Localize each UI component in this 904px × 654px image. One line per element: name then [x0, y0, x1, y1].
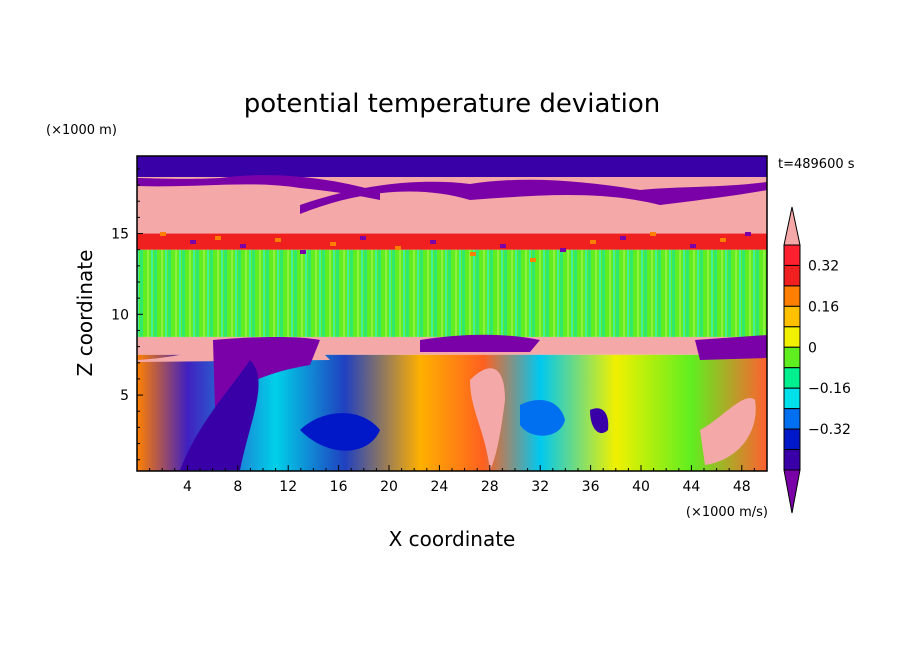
- x-tick-label: 16: [330, 479, 348, 495]
- purple-plume-1: [213, 337, 320, 410]
- vortex-2: [300, 413, 380, 451]
- tropopause-speckle: [620, 236, 626, 240]
- colorbar-box: [783, 244, 801, 266]
- chart-title: potential temperature deviation: [244, 89, 660, 119]
- warm-plume-1: [470, 368, 505, 470]
- contour-band-3: [137, 233, 767, 250]
- cool-cell-1: [520, 400, 565, 436]
- tropopause-speckle: [395, 246, 401, 250]
- x-tick-label: 32: [531, 479, 549, 495]
- cool-cell-2: [590, 408, 609, 434]
- tropopause-speckle: [330, 242, 336, 246]
- x-tick-label: 44: [682, 479, 700, 495]
- x-axis-label: X coordinate: [389, 527, 516, 551]
- colorbar-box: [783, 408, 801, 430]
- x-tick-label: 28: [481, 479, 499, 495]
- vortex-1: [180, 360, 259, 470]
- tropopause-speckle: [160, 232, 166, 236]
- colorbar-box: [783, 367, 801, 389]
- colorbar-box: [783, 428, 801, 451]
- colorbar-box: [783, 346, 801, 369]
- plot-area: [137, 156, 767, 471]
- tropopause-speckle: [470, 252, 476, 256]
- y-tick-label: 15: [111, 227, 129, 243]
- time-label: t=489600 s: [778, 157, 855, 172]
- upper-left-purple-region: [137, 175, 380, 200]
- upper-purple-region: [300, 179, 767, 214]
- tropopause-speckle: [360, 236, 366, 240]
- purple-cap-3: [695, 335, 767, 360]
- x-tick-label: 36: [582, 479, 600, 495]
- y-tick-label: 5: [120, 388, 129, 404]
- tropopause-speckle: [745, 232, 751, 236]
- x-tick-label: 8: [233, 479, 242, 495]
- colorbar-tick-label: −0.32: [808, 422, 851, 438]
- x-tick-label: 12: [279, 479, 297, 495]
- tropopause-speckle: [430, 240, 436, 244]
- y-axis-unit: (×1000 m): [46, 123, 117, 138]
- x-tick-label: 48: [733, 479, 751, 495]
- y-axis: 5 10 15: [111, 168, 143, 461]
- tropopause-speckle: [650, 232, 656, 236]
- colorbar-box: [783, 285, 801, 307]
- colorbar-tick-label: −0.16: [808, 381, 851, 397]
- tropopause-speckle: [690, 244, 696, 248]
- colorbar-box: [783, 449, 801, 471]
- y-tick-label: 10: [111, 307, 129, 323]
- x-tick-label: 4: [183, 479, 192, 495]
- contour-band-5: [137, 156, 767, 177]
- tropopause-speckle: [590, 240, 596, 244]
- colorbar-tick-label: 0.16: [808, 299, 839, 315]
- colorbar-box: [783, 264, 801, 287]
- x-axis-unit: (×1000 m/s): [686, 505, 768, 520]
- x-tick-label: 24: [430, 479, 448, 495]
- colorbar-extend-bottom: [783, 469, 801, 514]
- tropopause-speckle: [215, 236, 221, 240]
- x-axis: 4 8 12 16 20 24 28 32 36 40 44 48: [149, 465, 755, 495]
- colorbar-box: [783, 387, 801, 410]
- tropopause-speckle: [720, 238, 726, 242]
- colorbar-box: [783, 305, 801, 328]
- x-tick-label: 40: [632, 479, 650, 495]
- tropopause-speckle: [240, 244, 246, 248]
- tropopause-speckle: [530, 258, 536, 262]
- tropopause-speckle: [500, 244, 506, 248]
- x-tick-label: 20: [380, 479, 398, 495]
- y-axis-label: Z coordinate: [73, 250, 97, 377]
- purple-cap-2: [420, 334, 540, 352]
- colorbar-tick-label: 0.32: [808, 258, 839, 274]
- colorbar-extend-top: [783, 206, 801, 246]
- colorbar-box: [783, 326, 801, 348]
- tropopause-speckle: [275, 238, 281, 242]
- tropopause-speckle: [560, 248, 566, 252]
- contour-band-2: [137, 249, 767, 337]
- colorbar: 0.32 0.16 0 −0.16 −0.32: [783, 206, 851, 514]
- colorbar-tick-label: 0: [808, 340, 817, 356]
- tropopause-speckle: [300, 250, 306, 254]
- warm-plume-2: [700, 397, 756, 465]
- tropopause-speckle: [190, 240, 196, 244]
